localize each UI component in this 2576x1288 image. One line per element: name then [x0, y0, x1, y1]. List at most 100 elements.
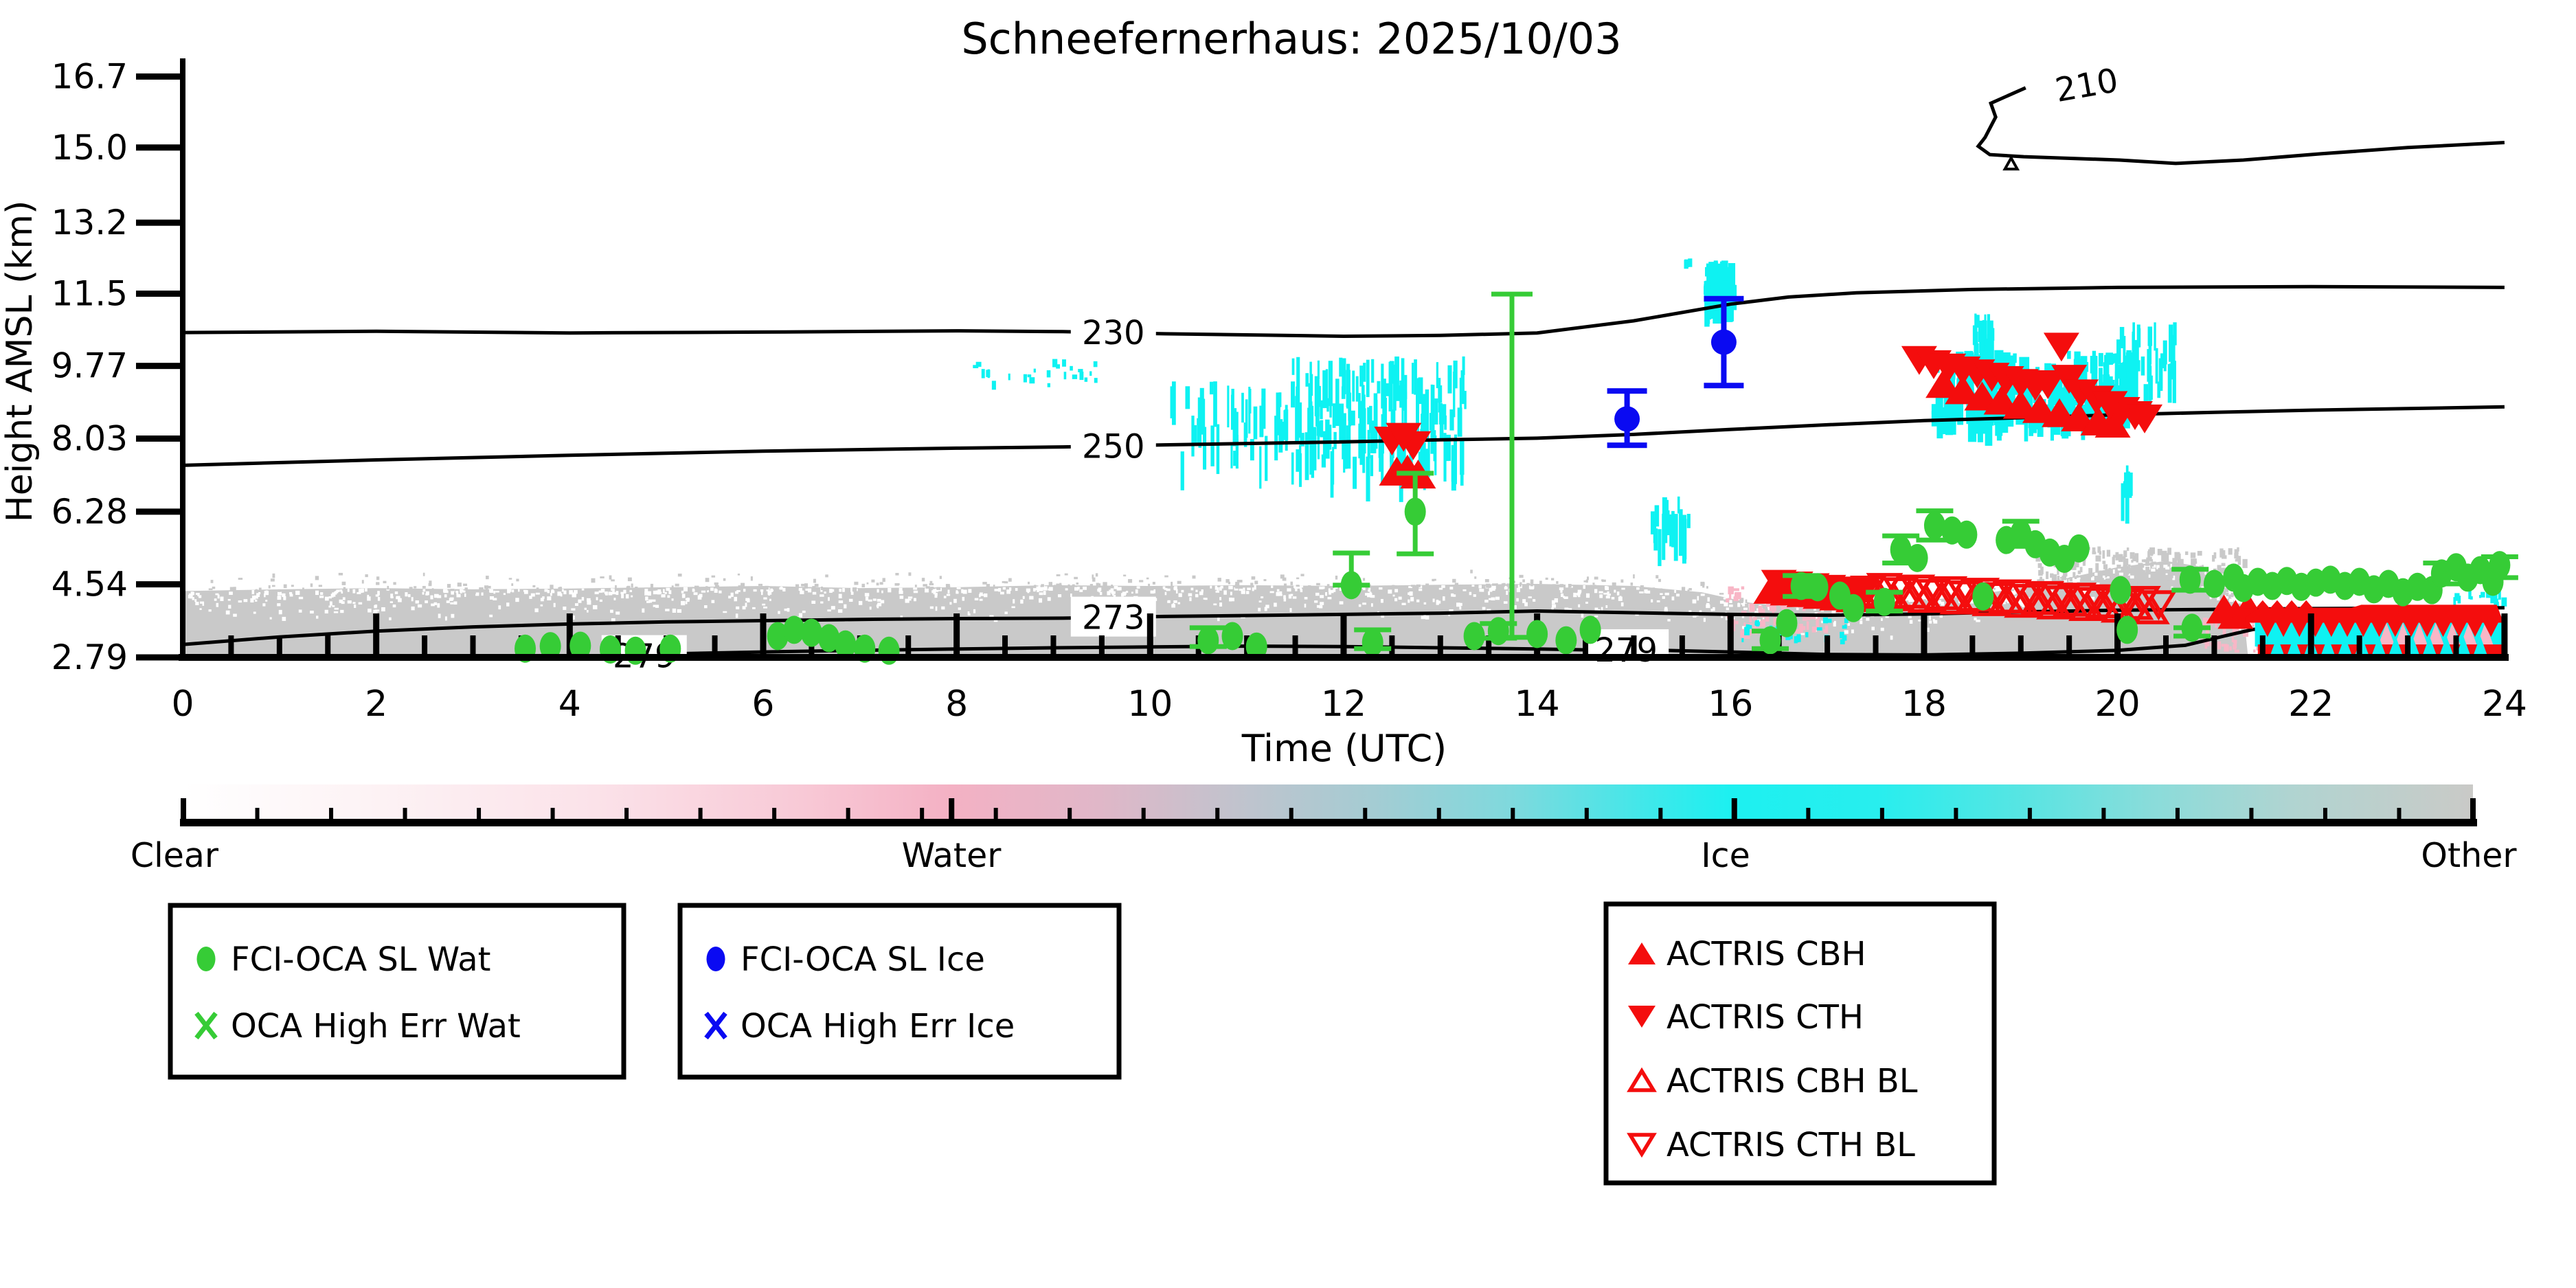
colorbar-minor-tick	[772, 808, 777, 819]
x-inside-major-tick	[953, 613, 960, 657]
colorbar-minor-tick	[2101, 808, 2106, 819]
x-inside-major-tick	[2501, 613, 2508, 657]
colorbar-minor-tick	[698, 808, 703, 819]
colorbar-minor-tick	[624, 808, 629, 819]
x-inside-minor-tick	[712, 635, 718, 657]
y-axis-tick-label: 8.03	[52, 418, 128, 458]
x-axis-tick-label: 18	[1901, 683, 1947, 725]
series-actris-cth	[1374, 332, 2163, 460]
colorbar-minor-tick	[1511, 808, 1515, 819]
contour-210K	[1976, 86, 2505, 166]
y-axis-spine	[180, 58, 185, 661]
legend-label: ACTRIS CBH	[1667, 935, 1866, 973]
colorbar-minor-tick	[993, 808, 998, 819]
x-inside-minor-tick	[1050, 635, 1057, 657]
y-axis-tick-label: 6.28	[52, 492, 128, 532]
x-inside-minor-tick	[1292, 635, 1298, 657]
colorbar-minor-tick	[1289, 808, 1293, 819]
x-inside-minor-tick	[1631, 635, 1637, 657]
x-axis-tick-label: 22	[2288, 683, 2334, 725]
colorbar-minor-tick	[255, 808, 260, 819]
contour-273K	[182, 606, 2505, 646]
colorbar-label-water: Water	[902, 836, 1002, 875]
x-axis-tick-label: 8	[945, 683, 968, 725]
contour-250K	[182, 405, 2505, 467]
x-axis-spine	[179, 654, 2509, 661]
colorbar: Clear Water Ice Other	[131, 784, 2517, 875]
x-inside-minor-tick	[1969, 635, 1976, 657]
x-axis-tick-label: 0	[171, 683, 194, 725]
colorbar-minor-tick	[1363, 808, 1368, 819]
contour-label-273: 273	[1070, 596, 1156, 637]
x-inside-major-tick	[566, 613, 573, 657]
contour-label-250: 250	[1070, 425, 1156, 466]
series-oca-high-err-wat	[1491, 291, 1533, 640]
ice-cyan-patch	[1170, 381, 1289, 490]
contour-label-279: 279	[1583, 629, 1669, 670]
x-inside-minor-tick	[1679, 635, 1685, 657]
colorbar-ticks	[181, 798, 2476, 819]
colorbar-minor-tick	[2249, 808, 2254, 819]
y-axis-tick-label: 16.7	[52, 56, 128, 96]
x-inside-minor-tick	[422, 635, 428, 657]
colorbar-minor-tick	[2323, 808, 2327, 819]
colorbar-minor-tick	[846, 808, 850, 819]
ice-cyan-patch	[2453, 590, 2507, 609]
x-inside-minor-tick	[325, 635, 331, 657]
colorbar-minor-tick	[1584, 808, 1589, 819]
colorbar-minor-tick	[2027, 808, 2032, 819]
y-axis-tick	[136, 291, 183, 297]
y-axis-tick	[136, 219, 183, 226]
svg-text:230: 230	[1082, 314, 1145, 352]
page-title: Schneefernerhaus: 2025/10/03	[961, 14, 1621, 64]
legend-box-wat: FCI-OCA SL Wat OCA High Err Wat	[168, 903, 626, 1080]
axes-frame: 16.715.013.211.59.778.036.284.542.790 2 4 6…	[52, 56, 2527, 725]
x-inside-minor-tick	[2018, 635, 2024, 657]
x-inside-minor-tick	[228, 635, 234, 657]
series-fci-oca-sl-wat	[515, 471, 2518, 665]
colorbar-minor-tick	[403, 808, 407, 819]
y-axis-tick-label: 2.79	[52, 637, 128, 677]
colorbar-major-tick	[1731, 798, 1737, 819]
contour-230K	[182, 284, 2505, 339]
ice-cyan-patch	[2121, 465, 2133, 524]
svg-text:279: 279	[1594, 631, 1658, 670]
x-inside-major-tick	[1340, 613, 1347, 657]
colorbar-label-clear: Clear	[131, 836, 219, 875]
x-inside-major-tick	[1727, 613, 1734, 657]
y-axis-tick	[136, 508, 183, 515]
x-inside-minor-tick	[1486, 635, 1492, 657]
y-axis-tick	[136, 581, 183, 588]
x-axis-tick-label: 14	[1515, 683, 1560, 725]
colorbar-major-tick	[181, 798, 186, 819]
legend-label: FCI-OCA SL Ice	[741, 940, 985, 979]
y-axis-tick	[136, 435, 183, 442]
contour-label-210: 210	[2041, 57, 2132, 111]
x-axis-tick-label: 12	[1321, 683, 1366, 725]
x-inside-minor-tick	[2066, 635, 2072, 657]
colorbar-minor-tick	[1806, 808, 1811, 819]
y-axis-tick-label: 13.2	[52, 203, 128, 242]
colorbar-label-other: Other	[2421, 836, 2517, 875]
colorbar-baseline	[180, 819, 2477, 826]
y-axis-title: Height AMSL (km)	[0, 201, 41, 523]
legend-label: ACTRIS CTH	[1667, 998, 1864, 1037]
x-inside-major-tick	[2307, 613, 2314, 657]
x-inside-minor-tick	[276, 635, 282, 657]
colorbar-minor-tick	[1954, 808, 1958, 819]
x-inside-minor-tick	[2211, 635, 2217, 657]
svg-text:273: 273	[1082, 599, 1145, 637]
colorbar-minor-tick	[2175, 808, 2180, 819]
legend-box-actris: ACTRIS CBH ACTRIS CTH ACTRIS CBH BL ACTRIS …	[1603, 901, 1997, 1186]
x-axis-tick-label: 20	[2095, 683, 2140, 725]
x-inside-minor-tick	[1437, 635, 1443, 657]
svg-text:250: 250	[1082, 427, 1145, 466]
series-actris-cbh	[1379, 369, 2266, 629]
colorbar-major-tick	[949, 798, 955, 819]
x-inside-major-tick	[373, 613, 380, 657]
y-axis-tick	[136, 73, 183, 80]
colorbar-minor-tick	[2397, 808, 2402, 819]
x-axis-tick-label: 6	[752, 683, 774, 725]
colorbar-minor-tick	[1141, 808, 1146, 819]
